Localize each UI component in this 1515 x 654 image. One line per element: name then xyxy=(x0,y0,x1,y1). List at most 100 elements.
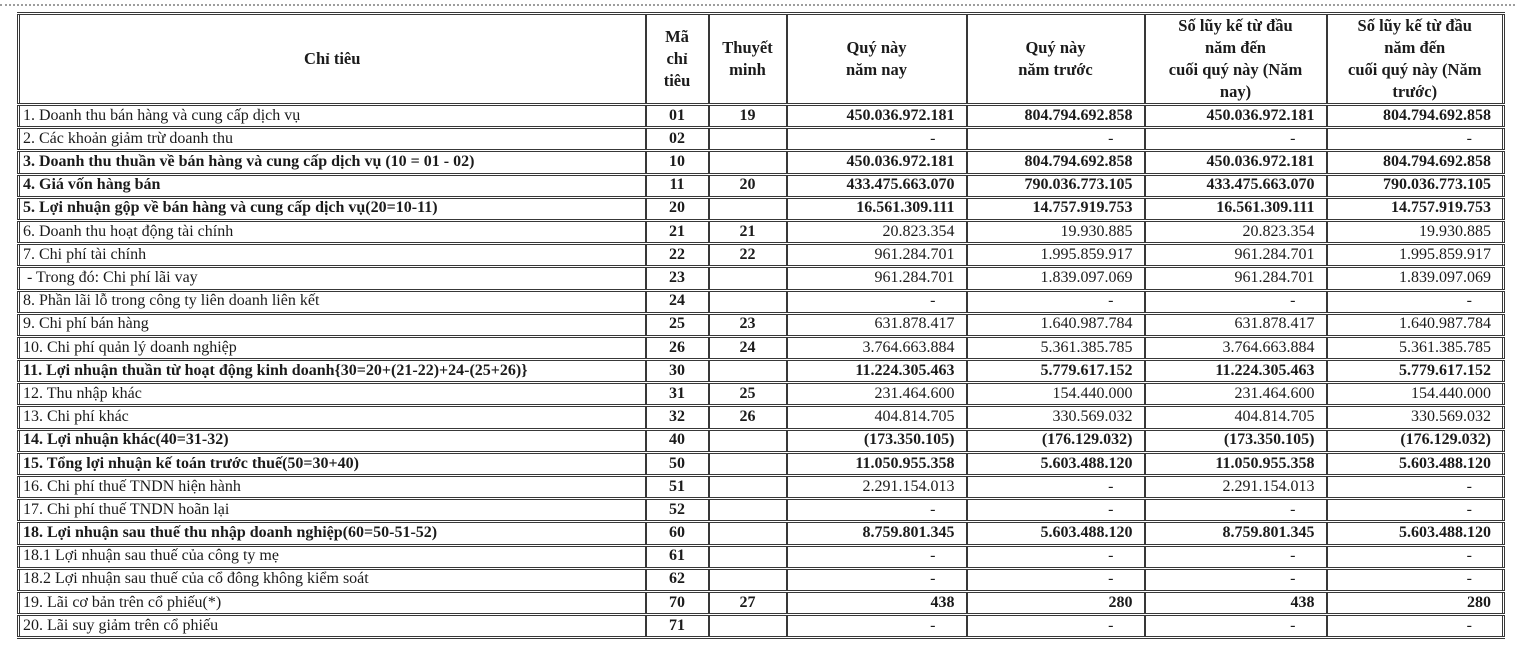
quarter-previous-cell: 5.779.617.152 xyxy=(965,358,1146,385)
note-cell xyxy=(707,566,788,593)
note-cell xyxy=(707,358,788,385)
quarter-previous-cell: - xyxy=(965,288,1146,315)
ytd-current-cell: 450.036.972.181 xyxy=(1143,149,1328,176)
ytd-previous-cell: 5.603.488.120 xyxy=(1325,520,1505,547)
ytd-current-cell: 231.464.600 xyxy=(1143,381,1328,408)
page-edge-line xyxy=(0,4,1515,6)
table-row: 12. Thu nhập khác 31 25 231.464.600 154.… xyxy=(17,381,1505,408)
ytd-previous-cell: - xyxy=(1325,497,1505,524)
header-row: Chỉ tiêu Mã chỉ tiêu Thuyết minh Quý này… xyxy=(17,12,1505,106)
quarter-previous-cell: 330.569.032 xyxy=(965,404,1146,431)
quarter-current-cell: - xyxy=(785,566,968,593)
quarter-previous-cell: 5.603.488.120 xyxy=(965,520,1146,547)
ytd-current-cell: - xyxy=(1143,126,1328,153)
table-row: - Trong đó: Chi phí lãi vay 23 961.284.7… xyxy=(17,265,1505,292)
ytd-current-cell: 404.814.705 xyxy=(1143,404,1328,431)
code-cell: 60 xyxy=(644,520,710,547)
quarter-previous-cell: - xyxy=(965,497,1146,524)
quarter-current-cell: 438 xyxy=(785,589,968,617)
code-cell: 22 xyxy=(644,242,710,269)
ytd-previous-cell: - xyxy=(1325,473,1505,501)
criteria-cell: 3. Doanh thu thuần về bán hàng và cung c… xyxy=(17,149,647,176)
ytd-current-cell: 20.823.354 xyxy=(1143,218,1328,246)
criteria-cell: 18.2 Lợi nhuận sau thuế của cổ đông khôn… xyxy=(17,566,647,593)
code-cell: 71 xyxy=(644,613,710,640)
col-header-note: Thuyết minh xyxy=(707,12,788,106)
criteria-cell: 8. Phần lãi lỗ trong công ty liên doanh … xyxy=(17,288,647,315)
code-cell: 61 xyxy=(644,543,710,570)
table-row: 1. Doanh thu bán hàng và cung cấp dịch v… xyxy=(17,102,1505,130)
quarter-current-cell: 631.878.417 xyxy=(785,311,968,338)
ytd-current-cell: 11.224.305.463 xyxy=(1143,358,1328,385)
ytd-current-cell: - xyxy=(1143,566,1328,593)
table-header: Chỉ tiêu Mã chỉ tiêu Thuyết minh Quý này… xyxy=(17,12,1505,106)
col-header-ytd-current: Số lũy kế từ đầu năm đến cuối quý này (N… xyxy=(1143,12,1328,106)
note-cell: 27 xyxy=(707,589,788,617)
quarter-previous-cell: 280 xyxy=(965,589,1146,617)
code-cell: 24 xyxy=(644,288,710,315)
table-row: 14. Lợi nhuận khác(40=31-32) 40 (173.350… xyxy=(17,427,1505,454)
col-header-criteria: Chỉ tiêu xyxy=(17,12,647,106)
quarter-current-cell: 961.284.701 xyxy=(785,242,968,269)
note-cell xyxy=(707,473,788,501)
ytd-current-cell: 11.050.955.358 xyxy=(1143,450,1328,478)
code-cell: 23 xyxy=(644,265,710,292)
ytd-previous-cell: 1.640.987.784 xyxy=(1325,311,1505,338)
table-row: 18. Lợi nhuận sau thuế thu nhập doanh ng… xyxy=(17,520,1505,547)
code-cell: 02 xyxy=(644,126,710,153)
note-cell xyxy=(707,520,788,547)
note-cell xyxy=(707,265,788,292)
criteria-cell: 20. Lãi suy giảm trên cổ phiếu xyxy=(17,613,647,640)
criteria-cell: 11. Lợi nhuận thuần từ hoạt động kinh do… xyxy=(17,358,647,385)
code-cell: 11 xyxy=(644,172,710,199)
ytd-current-cell: 2.291.154.013 xyxy=(1143,473,1328,501)
quarter-current-cell: (173.350.105) xyxy=(785,427,968,454)
criteria-cell: - Trong đó: Chi phí lãi vay xyxy=(17,265,647,292)
ytd-previous-cell: 1.995.859.917 xyxy=(1325,242,1505,269)
code-cell: 62 xyxy=(644,566,710,593)
note-cell: 22 xyxy=(707,242,788,269)
ytd-current-cell: - xyxy=(1143,288,1328,315)
table-row: 3. Doanh thu thuần về bán hàng và cung c… xyxy=(17,149,1505,176)
quarter-current-cell: 20.823.354 xyxy=(785,218,968,246)
code-cell: 25 xyxy=(644,311,710,338)
ytd-previous-cell: 280 xyxy=(1325,589,1505,617)
table-row: 16. Chi phí thuế TNDN hiện hành 51 2.291… xyxy=(17,473,1505,501)
criteria-cell: 17. Chi phí thuế TNDN hoãn lại xyxy=(17,497,647,524)
table-row: 2. Các khoản giảm trừ doanh thu 02 - - -… xyxy=(17,126,1505,153)
note-cell xyxy=(707,450,788,478)
income-statement-table: Chỉ tiêu Mã chỉ tiêu Thuyết minh Quý này… xyxy=(17,12,1505,640)
code-cell: 50 xyxy=(644,450,710,478)
ytd-current-cell: 438 xyxy=(1143,589,1328,617)
quarter-previous-cell: 804.794.692.858 xyxy=(965,102,1146,130)
code-cell: 26 xyxy=(644,334,710,362)
note-cell xyxy=(707,126,788,153)
table-body: 1. Doanh thu bán hàng và cung cấp dịch v… xyxy=(17,102,1505,640)
quarter-previous-cell: 5.603.488.120 xyxy=(965,450,1146,478)
col-header-code: Mã chỉ tiêu xyxy=(644,12,710,106)
quarter-previous-cell: 5.361.385.785 xyxy=(965,334,1146,362)
ytd-previous-cell: 14.757.919.753 xyxy=(1325,195,1505,222)
code-cell: 70 xyxy=(644,589,710,617)
ytd-current-cell: 3.764.663.884 xyxy=(1143,334,1328,362)
ytd-previous-cell: 19.930.885 xyxy=(1325,218,1505,246)
ytd-current-cell: - xyxy=(1143,497,1328,524)
criteria-cell: 18.1 Lợi nhuận sau thuế của công ty mẹ xyxy=(17,543,647,570)
quarter-previous-cell: 1.640.987.784 xyxy=(965,311,1146,338)
quarter-current-cell: - xyxy=(785,126,968,153)
table-row: 11. Lợi nhuận thuần từ hoạt động kinh do… xyxy=(17,358,1505,385)
criteria-cell: 13. Chi phí khác xyxy=(17,404,647,431)
note-cell xyxy=(707,427,788,454)
table-row: 8. Phần lãi lỗ trong công ty liên doanh … xyxy=(17,288,1505,315)
table-row: 20. Lãi suy giảm trên cổ phiếu 71 - - - … xyxy=(17,613,1505,640)
ytd-current-cell: 631.878.417 xyxy=(1143,311,1328,338)
criteria-cell: 9. Chi phí bán hàng xyxy=(17,311,647,338)
criteria-cell: 7. Chi phí tài chính xyxy=(17,242,647,269)
criteria-cell: 16. Chi phí thuế TNDN hiện hành xyxy=(17,473,647,501)
quarter-previous-cell: - xyxy=(965,566,1146,593)
criteria-cell: 1. Doanh thu bán hàng và cung cấp dịch v… xyxy=(17,102,647,130)
criteria-cell: 4. Giá vốn hàng bán xyxy=(17,172,647,199)
col-header-quarter-current: Quý này năm nay xyxy=(785,12,968,106)
table-row: 4. Giá vốn hàng bán 11 20 433.475.663.07… xyxy=(17,172,1505,199)
code-cell: 52 xyxy=(644,497,710,524)
